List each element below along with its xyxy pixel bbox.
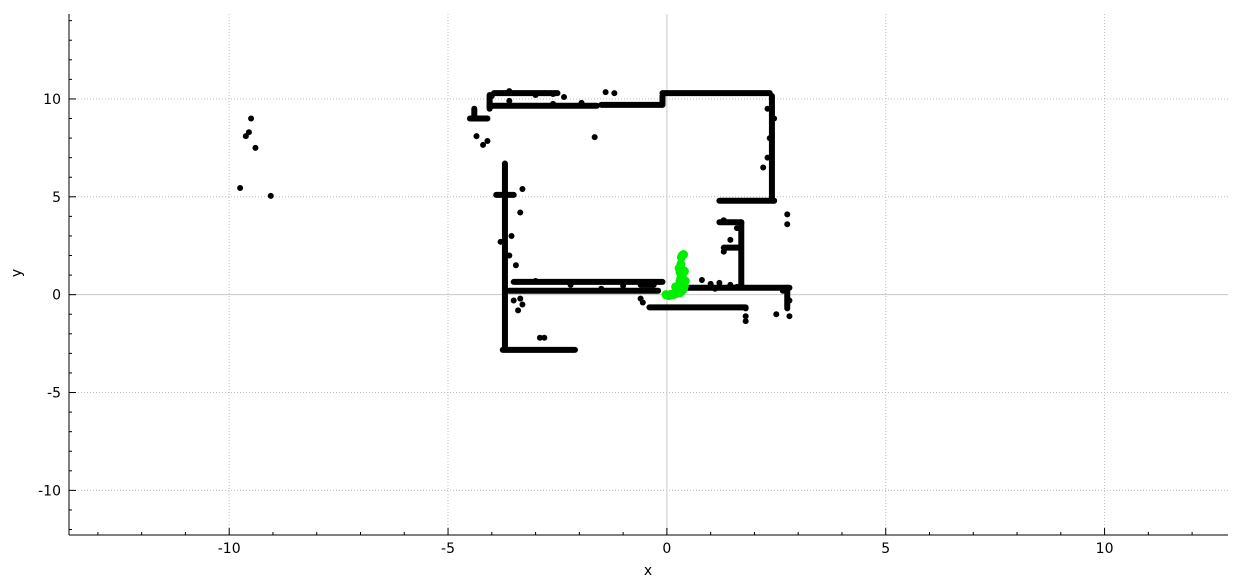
x-tick-label: -5 [441, 541, 455, 557]
data-point [561, 93, 568, 100]
data-point [764, 105, 771, 112]
grid [69, 14, 1228, 535]
data-point [578, 99, 585, 106]
data-point [517, 295, 524, 302]
data-point [679, 250, 689, 260]
y-tick-label: -10 [38, 483, 61, 499]
data-point [766, 135, 773, 142]
data-point [773, 311, 780, 318]
data-point [733, 225, 740, 232]
data-point [508, 232, 515, 239]
data-point [497, 238, 504, 245]
y-tick-label: 10 [43, 92, 61, 108]
data-point [764, 154, 771, 161]
data-point [252, 144, 259, 151]
data-point [676, 259, 686, 269]
data-point [267, 192, 274, 199]
data-point [742, 305, 749, 312]
data-point [786, 297, 793, 304]
axes [68, 14, 1228, 536]
data-point [680, 276, 690, 286]
data-point [541, 334, 548, 341]
data-point [786, 313, 793, 320]
data-point [506, 252, 513, 259]
y-tick-label: -5 [47, 386, 61, 402]
data-point [242, 133, 249, 140]
data-point [779, 287, 786, 294]
x-tick-label: -10 [218, 541, 241, 557]
data-points [237, 88, 793, 353]
data-point [698, 276, 705, 283]
data-point [760, 164, 767, 171]
x-tick-label: 10 [1096, 541, 1114, 557]
ticks: -10 -5 0 5 10 -10 -5 0 5 10 [38, 20, 1193, 557]
data-point [550, 91, 557, 98]
data-point [602, 89, 609, 96]
data-point [591, 134, 598, 141]
data-point [716, 279, 723, 286]
y-axis-title: y [9, 269, 25, 277]
data-point [620, 282, 627, 289]
data-point [784, 221, 791, 228]
data-point [784, 211, 791, 218]
x-tick-label: 5 [881, 541, 890, 557]
data-point [733, 283, 740, 290]
data-point [517, 209, 524, 216]
x-axis-title: x [644, 563, 652, 579]
data-point [519, 301, 526, 308]
data-point [519, 185, 526, 192]
data-point [671, 282, 681, 292]
data-point [771, 115, 778, 122]
data-point [707, 280, 714, 287]
data-point [550, 100, 557, 107]
data-point [639, 299, 646, 306]
series-1 [661, 250, 690, 301]
data-point [473, 133, 480, 140]
data-point [611, 90, 618, 97]
data-point [720, 248, 727, 255]
data-point [536, 334, 543, 341]
data-point [727, 236, 734, 243]
data-point [567, 281, 574, 288]
origin-lines [69, 14, 1228, 535]
data-point [237, 184, 244, 191]
x-tick-label: 0 [662, 541, 671, 557]
y-tick-label: 5 [52, 190, 61, 206]
data-point [771, 197, 778, 204]
data-point [679, 266, 689, 276]
data-point [515, 307, 522, 314]
data-point [506, 97, 513, 104]
data-point [712, 285, 719, 292]
data-point [480, 141, 487, 148]
data-point [727, 281, 734, 288]
data-point [541, 90, 548, 97]
data-point [506, 88, 513, 95]
data-point [720, 217, 727, 224]
data-point [742, 318, 749, 325]
data-point [598, 285, 605, 292]
data-point [488, 93, 495, 100]
data-point [532, 277, 539, 284]
data-point [510, 297, 517, 304]
y-tick-label: 0 [52, 288, 61, 304]
data-point [742, 313, 749, 320]
data-point [532, 92, 539, 99]
data-point [484, 138, 491, 145]
data-point [512, 262, 519, 269]
series-0 [237, 88, 793, 353]
data-point [248, 115, 255, 122]
